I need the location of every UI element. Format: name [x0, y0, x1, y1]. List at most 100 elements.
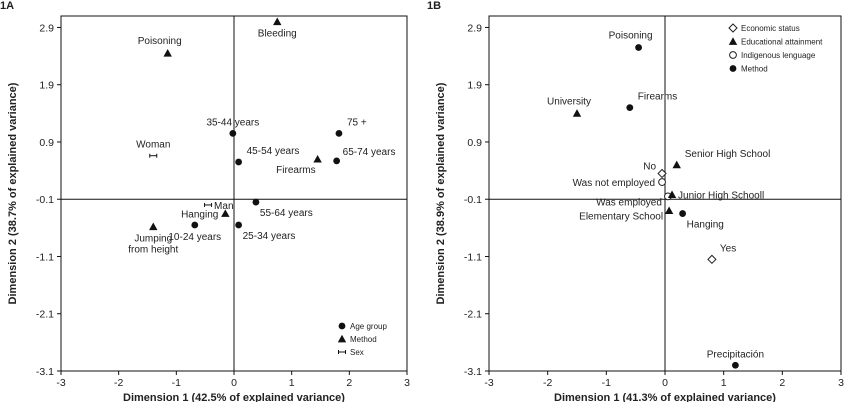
point-10-24-years — [191, 221, 199, 229]
point-no — [657, 168, 667, 179]
point-man — [204, 202, 213, 207]
point-label-line: Jumping — [134, 234, 172, 245]
point-elementary-school — [664, 206, 674, 215]
legend-label: Age group — [350, 322, 387, 331]
y-tick-label: 2.9 — [39, 22, 54, 34]
legend-marker-triangle — [337, 334, 347, 343]
point-45-54-years — [235, 158, 243, 166]
point-label-no: No — [643, 161, 656, 172]
y-tick-label: 0.9 — [467, 137, 482, 149]
x-tick-label: -2 — [543, 377, 552, 389]
point-label-university: University — [547, 96, 591, 107]
legend-marker-circle — [338, 322, 346, 330]
point-label-line: from height — [128, 245, 178, 256]
point-label-hanging: Hanging — [181, 210, 218, 221]
point-35-44-years — [229, 129, 237, 137]
point-label-25-34-years: 25-34 years — [243, 231, 296, 242]
y-tick-label: -2.1 — [36, 309, 54, 321]
x-tick-label: -1 — [602, 377, 611, 389]
point-firearms — [313, 154, 322, 163]
point-jumping-from-height — [149, 222, 158, 231]
point-55-64-years — [252, 198, 260, 206]
legend-label: Sex — [350, 348, 364, 357]
point-label-yes: Yes — [720, 243, 736, 254]
point-75 — [335, 129, 343, 137]
point-senior-high-school — [672, 160, 681, 169]
point-label-35-44-years: 35-44 years — [206, 117, 259, 128]
x-axis-title: Dimension 1 (42.5% of explained variance… — [123, 392, 345, 402]
x-tick-label: 0 — [231, 377, 237, 389]
legend-marker-triangle — [728, 37, 738, 45]
x-tick-label: -3 — [484, 377, 493, 389]
point-woman — [149, 153, 158, 158]
y-tick-label: -2.1 — [464, 309, 482, 321]
point-label-45-54-years: 45-54 years — [247, 146, 300, 157]
point-label-was-employed: Was employed — [596, 197, 662, 208]
point-junior-high-schooll — [667, 190, 677, 199]
point-bleeding — [273, 17, 282, 26]
legend-label: Method — [350, 335, 377, 344]
y-tick-label: -3.1 — [464, 366, 482, 378]
legend-label: Indigenous lenguage — [741, 51, 816, 60]
point-label-75: 75 + — [347, 117, 367, 128]
legend-marker-cross — [338, 350, 346, 354]
point-poisoning — [635, 44, 642, 51]
point-poisoning — [163, 49, 172, 57]
point-label-elementary-school: Elementary School — [579, 212, 663, 223]
legend-label: Method — [741, 65, 768, 74]
y-tick-label: 1.9 — [467, 80, 482, 92]
point-firearms — [626, 104, 634, 112]
legend: Age group Method Sex — [337, 322, 387, 357]
y-tick-label: 1.9 — [39, 80, 54, 92]
point-label-bleeding: Bleeding — [258, 29, 297, 40]
y-tick-label: -1.1 — [36, 251, 54, 263]
point-yes — [707, 254, 717, 265]
point-label-was-not-employed: Was not employed — [573, 178, 655, 189]
point-hanging — [221, 209, 230, 217]
point-label-woman: Woman — [136, 140, 170, 151]
point-label-65-74-years: 65-74 years — [343, 147, 396, 158]
point-hanging — [679, 210, 686, 217]
point-label-senior-high-school: Senior High School — [685, 149, 771, 160]
point-label-firearms: Firearms — [638, 92, 677, 103]
x-tick-label: 0 — [662, 377, 668, 389]
y-tick-label: -3.1 — [36, 366, 54, 378]
point-label-jumping-from-height: Jumping from height — [128, 234, 178, 256]
y-axis-title: Dimension 2 (38.7% of explained variance… — [7, 82, 19, 304]
x-tick-label: 1 — [289, 377, 295, 389]
panel-label: 1B — [427, 0, 441, 12]
y-tick-label: -1.1 — [464, 251, 482, 263]
legend-marker-diamond — [728, 23, 738, 33]
legend: Economic status Educational attainment Ind… — [728, 23, 823, 74]
panel-label: 1A — [0, 0, 14, 12]
y-tick-label: 2.9 — [467, 22, 482, 34]
x-tick-label: 3 — [404, 377, 410, 389]
point-label-poisoning: Poisoning — [609, 30, 653, 41]
point-university — [572, 109, 582, 117]
x-axis-title: Dimension 1 (41.3% of explained variance… — [554, 392, 776, 402]
point-label-precipitaci-n: Precipitación — [707, 349, 764, 360]
point-label-firearms: Firearms — [276, 165, 315, 176]
x-tick-label: -1 — [172, 377, 181, 389]
legend-marker-open-circle — [729, 51, 737, 59]
legend-label: Economic status — [741, 24, 800, 33]
x-tick-label: 1 — [721, 377, 727, 389]
x-tick-label: -2 — [114, 377, 123, 389]
panel-1a: 1A -3 -2 -1 0 1 2 3 2.9 1.9 0.9 -0.1 -1.1 -2.1 -3.1 Dim… — [0, 0, 410, 404]
x-tick-label: 2 — [779, 377, 785, 389]
point-65-74-years — [333, 157, 341, 165]
panel-1b: 1B -3 -2 -1 0 1 2 3 2.9 1.9 0.9 -0.1 -1.1 -2.1 -3.1 Dim… — [427, 0, 844, 404]
y-axis-title: Dimension 2 (38.9% of explained variance… — [435, 82, 447, 304]
point-label-junior-high-schooll: Junior High Schooll — [678, 191, 764, 202]
point-25-34-years — [235, 221, 243, 229]
point-label-man: Man — [214, 201, 233, 212]
point-label-55-64-years: 55-64 years — [260, 208, 313, 219]
x-tick-label: 3 — [838, 377, 844, 389]
legend-label: Educational attainment — [741, 38, 823, 47]
y-tick-label: -0.1 — [464, 194, 482, 206]
point-label-poisoning: Poisoning — [138, 36, 182, 47]
legend-marker-circle — [729, 65, 737, 72]
y-tick-label: -0.1 — [36, 194, 54, 206]
